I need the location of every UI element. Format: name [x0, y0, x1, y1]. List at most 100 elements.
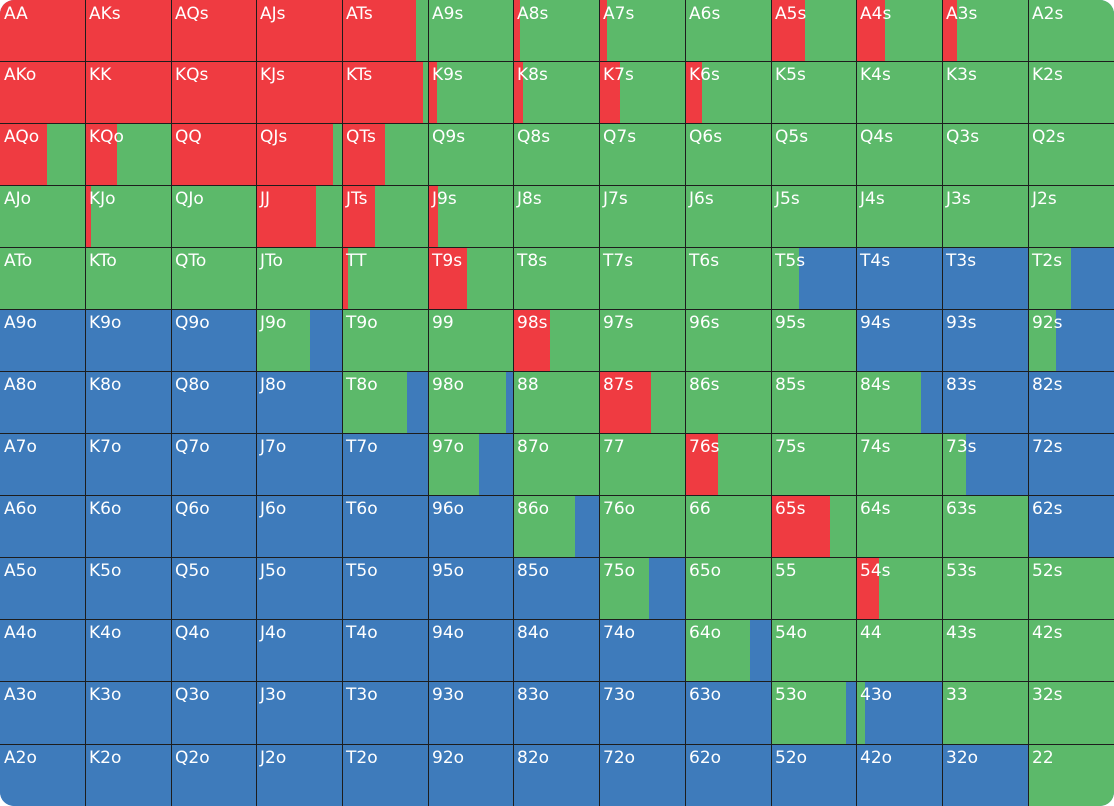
- hand-cell-jj[interactable]: JJ: [256, 185, 342, 247]
- hand-cell-99[interactable]: 99: [428, 309, 513, 371]
- hand-cell-a8o[interactable]: A8o: [0, 371, 85, 433]
- hand-cell-a4s[interactable]: A4s: [856, 0, 942, 61]
- hand-cell-t6s[interactable]: T6s: [685, 247, 771, 309]
- hand-cell-73s[interactable]: 73s: [942, 433, 1028, 495]
- hand-cell-q7s[interactable]: Q7s: [599, 123, 685, 185]
- hand-cell-ato[interactable]: ATo: [0, 247, 85, 309]
- hand-cell-a4o[interactable]: A4o: [0, 619, 85, 681]
- hand-cell-a5s[interactable]: A5s: [771, 0, 856, 61]
- hand-cell-k3o[interactable]: K3o: [85, 681, 171, 744]
- hand-cell-q9s[interactable]: Q9s: [428, 123, 513, 185]
- hand-cell-t5s[interactable]: T5s: [771, 247, 856, 309]
- hand-cell-k6s[interactable]: K6s: [685, 61, 771, 123]
- hand-cell-62s[interactable]: 62s: [1028, 495, 1114, 557]
- hand-cell-q3s[interactable]: Q3s: [942, 123, 1028, 185]
- hand-cell-66[interactable]: 66: [685, 495, 771, 557]
- hand-cell-97s[interactable]: 97s: [599, 309, 685, 371]
- hand-cell-j3s[interactable]: J3s: [942, 185, 1028, 247]
- hand-cell-72o[interactable]: 72o: [599, 744, 685, 806]
- hand-cell-76s[interactable]: 76s: [685, 433, 771, 495]
- hand-cell-kto[interactable]: KTo: [85, 247, 171, 309]
- hand-cell-a9s[interactable]: A9s: [428, 0, 513, 61]
- hand-cell-k4s[interactable]: K4s: [856, 61, 942, 123]
- hand-cell-43o[interactable]: 43o: [856, 681, 942, 744]
- hand-cell-j5o[interactable]: J5o: [256, 557, 342, 619]
- hand-cell-96s[interactable]: 96s: [685, 309, 771, 371]
- hand-cell-qq[interactable]: QQ: [171, 123, 256, 185]
- hand-cell-q8o[interactable]: Q8o: [171, 371, 256, 433]
- hand-cell-88[interactable]: 88: [513, 371, 599, 433]
- hand-cell-q3o[interactable]: Q3o: [171, 681, 256, 744]
- hand-cell-a3s[interactable]: A3s: [942, 0, 1028, 61]
- hand-cell-82o[interactable]: 82o: [513, 744, 599, 806]
- hand-cell-j7o[interactable]: J7o: [256, 433, 342, 495]
- hand-cell-q5o[interactable]: Q5o: [171, 557, 256, 619]
- hand-cell-j2o[interactable]: J2o: [256, 744, 342, 806]
- hand-cell-jts[interactable]: JTs: [342, 185, 428, 247]
- hand-cell-74o[interactable]: 74o: [599, 619, 685, 681]
- hand-cell-85o[interactable]: 85o: [513, 557, 599, 619]
- hand-cell-q8s[interactable]: Q8s: [513, 123, 599, 185]
- hand-cell-a7s[interactable]: A7s: [599, 0, 685, 61]
- hand-cell-t6o[interactable]: T6o: [342, 495, 428, 557]
- hand-cell-a9o[interactable]: A9o: [0, 309, 85, 371]
- hand-cell-q9o[interactable]: Q9o: [171, 309, 256, 371]
- hand-cell-95s[interactable]: 95s: [771, 309, 856, 371]
- hand-cell-t2s[interactable]: T2s: [1028, 247, 1114, 309]
- hand-cell-93s[interactable]: 93s: [942, 309, 1028, 371]
- hand-cell-k9s[interactable]: K9s: [428, 61, 513, 123]
- hand-cell-22[interactable]: 22: [1028, 744, 1114, 806]
- hand-cell-aa[interactable]: AA: [0, 0, 85, 61]
- hand-cell-k5s[interactable]: K5s: [771, 61, 856, 123]
- hand-cell-84o[interactable]: 84o: [513, 619, 599, 681]
- hand-cell-jto[interactable]: JTo: [256, 247, 342, 309]
- hand-cell-84s[interactable]: 84s: [856, 371, 942, 433]
- hand-cell-j6o[interactable]: J6o: [256, 495, 342, 557]
- hand-cell-t9s[interactable]: T9s: [428, 247, 513, 309]
- hand-cell-j7s[interactable]: J7s: [599, 185, 685, 247]
- hand-cell-aks[interactable]: AKs: [85, 0, 171, 61]
- hand-cell-ats[interactable]: ATs: [342, 0, 428, 61]
- hand-cell-53s[interactable]: 53s: [942, 557, 1028, 619]
- hand-cell-qjo[interactable]: QJo: [171, 185, 256, 247]
- hand-cell-63o[interactable]: 63o: [685, 681, 771, 744]
- hand-cell-aqo[interactable]: AQo: [0, 123, 85, 185]
- hand-cell-q2s[interactable]: Q2s: [1028, 123, 1114, 185]
- hand-cell-j6s[interactable]: J6s: [685, 185, 771, 247]
- hand-cell-33[interactable]: 33: [942, 681, 1028, 744]
- hand-cell-q6s[interactable]: Q6s: [685, 123, 771, 185]
- hand-cell-t8s[interactable]: T8s: [513, 247, 599, 309]
- hand-cell-77[interactable]: 77: [599, 433, 685, 495]
- hand-cell-52o[interactable]: 52o: [771, 744, 856, 806]
- hand-cell-aqs[interactable]: AQs: [171, 0, 256, 61]
- hand-cell-k3s[interactable]: K3s: [942, 61, 1028, 123]
- hand-cell-42s[interactable]: 42s: [1028, 619, 1114, 681]
- hand-cell-63s[interactable]: 63s: [942, 495, 1028, 557]
- hand-cell-j5s[interactable]: J5s: [771, 185, 856, 247]
- hand-cell-92s[interactable]: 92s: [1028, 309, 1114, 371]
- hand-cell-kqo[interactable]: KQo: [85, 123, 171, 185]
- hand-cell-96o[interactable]: 96o: [428, 495, 513, 557]
- hand-cell-72s[interactable]: 72s: [1028, 433, 1114, 495]
- hand-cell-kjo[interactable]: KJo: [85, 185, 171, 247]
- hand-cell-53o[interactable]: 53o: [771, 681, 856, 744]
- hand-cell-t3o[interactable]: T3o: [342, 681, 428, 744]
- hand-cell-ajo[interactable]: AJo: [0, 185, 85, 247]
- hand-cell-65s[interactable]: 65s: [771, 495, 856, 557]
- hand-cell-87s[interactable]: 87s: [599, 371, 685, 433]
- hand-cell-a3o[interactable]: A3o: [0, 681, 85, 744]
- hand-cell-76o[interactable]: 76o: [599, 495, 685, 557]
- hand-cell-j9o[interactable]: J9o: [256, 309, 342, 371]
- hand-cell-97o[interactable]: 97o: [428, 433, 513, 495]
- hand-cell-kjs[interactable]: KJs: [256, 61, 342, 123]
- hand-cell-j4o[interactable]: J4o: [256, 619, 342, 681]
- hand-cell-k8o[interactable]: K8o: [85, 371, 171, 433]
- hand-cell-65o[interactable]: 65o: [685, 557, 771, 619]
- hand-cell-ajs[interactable]: AJs: [256, 0, 342, 61]
- hand-cell-a5o[interactable]: A5o: [0, 557, 85, 619]
- hand-cell-83s[interactable]: 83s: [942, 371, 1028, 433]
- hand-cell-64s[interactable]: 64s: [856, 495, 942, 557]
- hand-cell-j9s[interactable]: J9s: [428, 185, 513, 247]
- hand-cell-k8s[interactable]: K8s: [513, 61, 599, 123]
- hand-cell-95o[interactable]: 95o: [428, 557, 513, 619]
